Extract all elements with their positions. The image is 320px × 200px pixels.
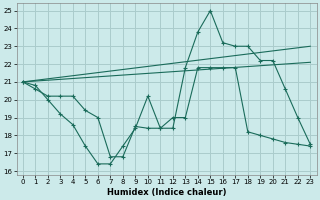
- X-axis label: Humidex (Indice chaleur): Humidex (Indice chaleur): [107, 188, 226, 197]
